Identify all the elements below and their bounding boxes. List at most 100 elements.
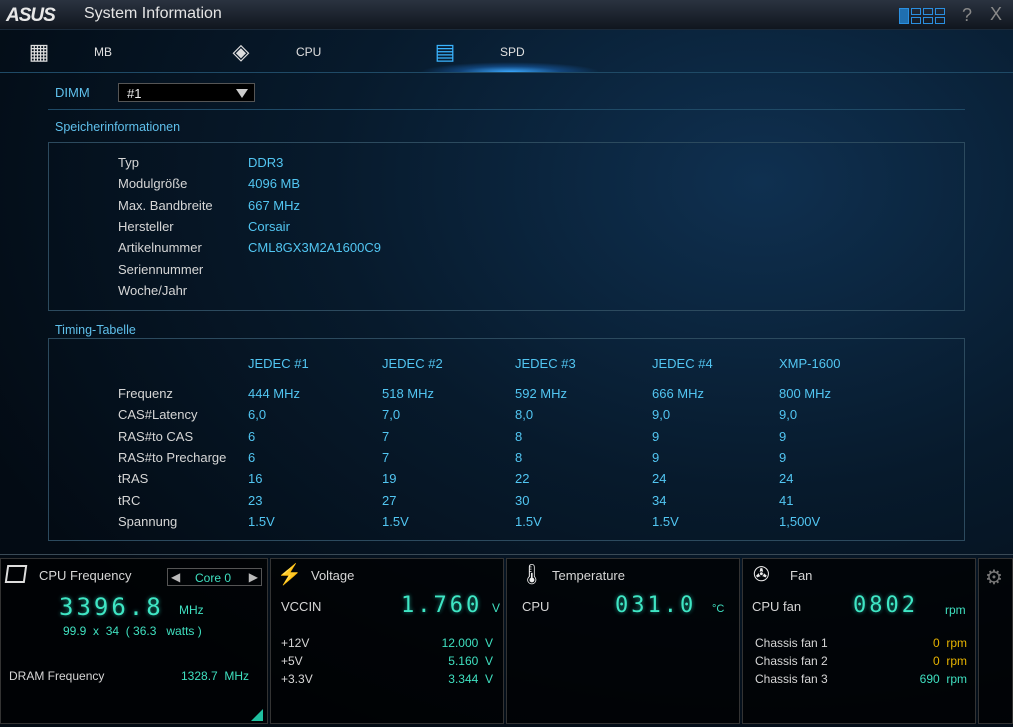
chassis-fan-value: 0 rpm — [932, 654, 967, 668]
cpu-frequency-value: 3396.8 — [59, 593, 164, 621]
chassis-fan-label: Chassis fan 2 — [755, 654, 828, 668]
memory-info-value: Corsair — [248, 218, 290, 234]
panel-title: Temperature — [552, 568, 625, 583]
timing-column-header: JEDEC #1 — [248, 356, 309, 371]
timing-cell: 9,0 — [779, 407, 798, 423]
core-selector[interactable]: ◀ Core 0 ▶ — [167, 568, 262, 586]
timing-cell: 6 — [248, 449, 256, 465]
timing-cell: 6 — [248, 428, 256, 444]
asus-logo: ASUS — [6, 5, 56, 26]
temperature-panel: 🌡 Temperature CPU 031.0 °C — [506, 558, 740, 724]
cpu-temp-value: 031.0 — [615, 593, 697, 618]
tab-spd[interactable]: ▤ SPD — [430, 34, 525, 70]
timing-row-label: tRC — [118, 492, 141, 508]
panel-title: Voltage — [311, 568, 355, 583]
memory-info-title: Speicherinformationen — [55, 120, 181, 134]
timing-cell: 24 — [779, 471, 794, 487]
timing-cell: 9 — [779, 428, 787, 444]
memory-info-value: CML8GX3M2A1600C9 — [248, 240, 381, 256]
timing-cell: 9 — [779, 449, 787, 465]
vccin-label: VCCIN — [281, 599, 322, 614]
voltage-label: +5V — [281, 654, 303, 668]
timing-cell: 7,0 — [382, 407, 401, 423]
tab-cpu[interactable]: ◈ CPU — [226, 34, 322, 70]
memory-info-label: Seriennummer — [118, 261, 204, 277]
fan-panel: ✇ Fan CPU fan 0802 rpm Chassis fan 1 0 rp… — [742, 558, 976, 724]
timing-column-header: XMP-1600 — [779, 356, 841, 371]
layout-grid-icon[interactable] — [899, 8, 945, 24]
timing-cell: 22 — [515, 471, 530, 487]
cpu-multiplier-detail: 99.9 x 34 ( 36.3 watts ) — [63, 624, 202, 638]
arrow-right-icon[interactable]: ▶ — [248, 570, 258, 584]
panel-title: Fan — [790, 568, 813, 583]
arrow-left-icon[interactable]: ◀ — [171, 570, 181, 584]
dram-frequency-value: 1328.7 MHz — [181, 669, 250, 683]
timing-cell: 9 — [652, 428, 660, 444]
cpu-icon: ◈ — [232, 39, 250, 64]
settings-panel: ⚙ — [978, 558, 1013, 724]
timing-cell: 1.5V — [248, 513, 275, 529]
timing-row-label: CAS#Latency — [118, 407, 198, 423]
tab-label: CPU — [296, 45, 322, 59]
memory-info-label: Woche/Jahr — [118, 282, 188, 298]
memory-info-value: 667 MHz — [248, 197, 301, 213]
timing-cell: 8 — [515, 449, 523, 465]
lightning-icon: ⚡ — [277, 564, 302, 586]
active-tab-glow — [420, 62, 600, 72]
divider — [0, 554, 1013, 555]
thermometer-icon: 🌡 — [519, 564, 545, 586]
timing-cell: 19 — [382, 471, 397, 487]
timing-row-label: Spannung — [118, 513, 178, 529]
unit: rpm — [945, 603, 966, 617]
timing-column-header: JEDEC #4 — [652, 356, 713, 371]
title-bar: ASUS System Information ? X — [0, 0, 1013, 30]
timing-cell: 7 — [382, 428, 390, 444]
timing-cell: 27 — [382, 492, 397, 508]
timing-cell: 9,0 — [652, 407, 671, 423]
chevron-down-icon — [236, 89, 248, 98]
voltage-value: 12.000 V — [441, 636, 493, 650]
settings-gear-icon[interactable]: ⚙ — [985, 567, 1003, 589]
timing-cell: 30 — [515, 492, 530, 508]
memory-info-label: Max. Bandbreite — [118, 197, 213, 213]
core-value: Core 0 — [195, 571, 232, 585]
dimm-label: DIMM — [55, 85, 90, 100]
help-button[interactable]: ? — [962, 5, 973, 25]
memory-icon: ▤ — [434, 39, 456, 64]
voltage-panel: ⚡ Voltage VCCIN 1.760 V +12V 12.000 V +5V 5… — [270, 558, 504, 724]
tab-mb[interactable]: ▦ MB — [24, 34, 112, 70]
cpu-fan-value: 0802 — [853, 593, 918, 618]
memory-info-label: Hersteller — [118, 218, 174, 234]
memory-info-box — [48, 142, 965, 311]
cpu-frequency-panel: CPU Frequency ◀ Core 0 ▶ 3396.8 MHz 99.9… — [0, 558, 268, 724]
dimm-value: #1 — [127, 86, 142, 101]
timing-table-title: Timing-Tabelle — [55, 323, 136, 337]
unit: V — [492, 601, 501, 615]
memory-info-value: 4096 MB — [248, 176, 301, 192]
timing-column-header: JEDEC #2 — [382, 356, 443, 371]
cpu-temp-label: CPU — [522, 599, 550, 614]
timing-cell: 518 MHz — [382, 386, 435, 401]
dram-frequency-label: DRAM Frequency — [9, 669, 105, 683]
timing-cell: 666 MHz — [652, 386, 705, 401]
dimm-select[interactable]: #1 — [118, 83, 255, 102]
timing-cell: 8,0 — [515, 407, 534, 423]
memory-info-label: Modulgröße — [118, 176, 188, 192]
memory-info-label: Typ — [118, 155, 139, 170]
timing-row-label: RAS#to CAS — [118, 428, 194, 444]
timing-cell: 16 — [248, 471, 263, 487]
panel-title: CPU Frequency — [39, 568, 132, 583]
timing-cell: 41 — [779, 492, 794, 508]
timing-cell: 1.5V — [652, 513, 679, 529]
tab-label: MB — [94, 45, 112, 59]
fan-icon: ✇ — [753, 564, 770, 586]
divider — [0, 72, 1013, 73]
resize-corner-icon[interactable] — [251, 709, 263, 721]
divider — [48, 109, 965, 110]
cpu-fan-label: CPU fan — [752, 599, 802, 614]
close-button[interactable]: X — [990, 4, 1003, 24]
timing-row-label: RAS#to Precharge — [118, 449, 227, 465]
timing-row-label: Frequenz — [118, 386, 173, 401]
chassis-fan-label: Chassis fan 3 — [755, 672, 828, 686]
timing-cell: 592 MHz — [515, 386, 568, 401]
